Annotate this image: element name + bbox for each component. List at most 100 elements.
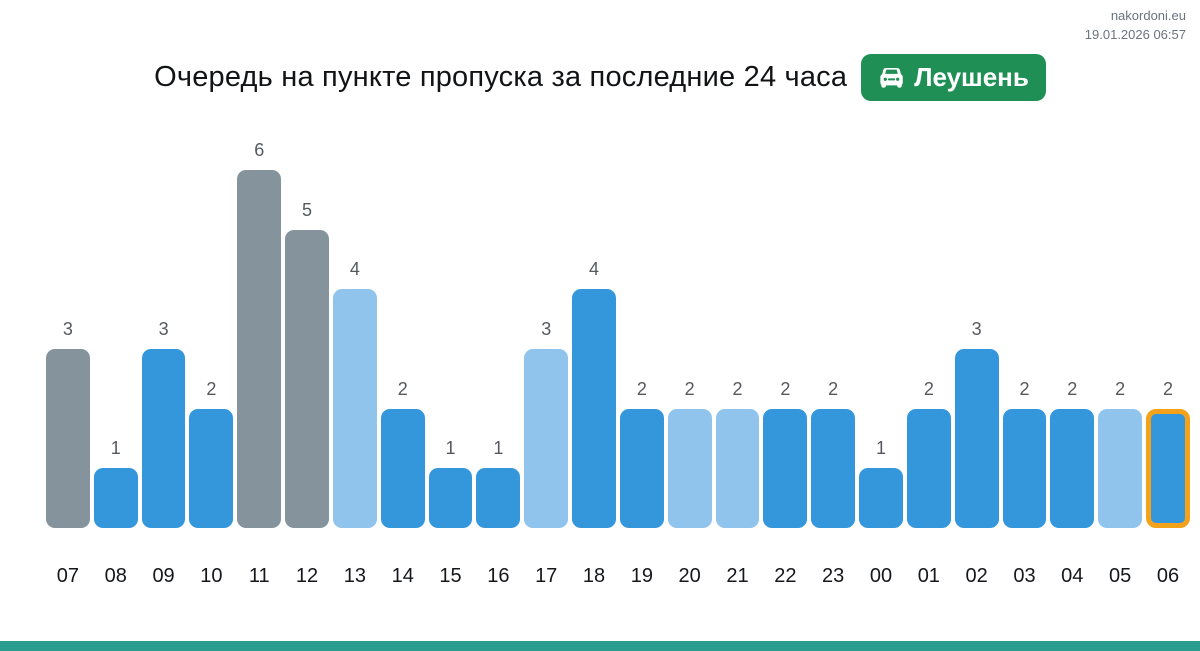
- bar[interactable]: [476, 468, 521, 528]
- bar-column: 2: [1002, 378, 1047, 528]
- hour-label: 12: [295, 565, 319, 587]
- header: Очередь на пункте пропуска за последние …: [0, 54, 1200, 101]
- bar-column: 1: [476, 438, 521, 528]
- bar-column: 6: [237, 139, 282, 528]
- bar[interactable]: [189, 408, 234, 528]
- hour-label: 11: [248, 565, 270, 587]
- bar-value-label: 3: [158, 318, 169, 339]
- bar[interactable]: [237, 169, 282, 528]
- bar[interactable]: [141, 348, 186, 528]
- bar[interactable]: [715, 408, 760, 528]
- bar-column: 1: [859, 439, 903, 528]
- bar-column: 2: [380, 378, 425, 528]
- hour-label: 13: [343, 565, 366, 587]
- hour-label: 04: [1061, 565, 1084, 587]
- bar[interactable]: [428, 468, 473, 528]
- bar-column: 2: [906, 378, 951, 528]
- hour-label: 09: [152, 565, 175, 587]
- bar-column: 1: [428, 438, 473, 528]
- bar[interactable]: [572, 289, 616, 528]
- bar-value-label: 2: [780, 378, 791, 399]
- bar-value-label: 3: [62, 318, 73, 339]
- bar-value-label: 2: [636, 378, 647, 399]
- bar-value-label: 2: [1115, 378, 1126, 399]
- bar-column: 4: [572, 260, 616, 528]
- bar[interactable]: [763, 408, 808, 528]
- bar-column: 2: [763, 378, 808, 528]
- footer-bar: [0, 641, 1200, 651]
- hour-label: 05: [1109, 565, 1132, 587]
- bar-value-label: 1: [110, 438, 121, 459]
- hour-label: 22: [774, 565, 797, 587]
- bar[interactable]: [1050, 408, 1095, 528]
- hour-label: 08: [104, 565, 127, 587]
- bar-value-label: 4: [349, 259, 360, 280]
- bar-value-label: 2: [397, 378, 408, 399]
- hour-label: 15: [439, 565, 462, 587]
- bar[interactable]: [1002, 408, 1047, 528]
- bar-value-label: 1: [445, 438, 456, 459]
- bar-column: 3: [46, 320, 90, 528]
- hour-label: 10: [200, 565, 223, 587]
- bar-value-label: 2: [923, 378, 934, 399]
- bar-column: 4: [332, 259, 377, 528]
- bar[interactable]: [332, 289, 377, 528]
- bar[interactable]: [859, 468, 903, 528]
- bar[interactable]: [811, 408, 856, 528]
- bar-column: 2: [1050, 378, 1095, 528]
- hour-label: 07: [56, 565, 80, 587]
- bar-column: 2: [619, 378, 664, 528]
- bar-value-label: 2: [828, 378, 839, 399]
- hour-label: 21: [726, 565, 749, 587]
- x-axis-labels: 07 08 09 10 11 12 13 14 15 16 17 18 19 20 21 22 23 00 01 02…: [46, 566, 1190, 586]
- bar-column: 2: [811, 378, 856, 528]
- bar-value-label: 2: [1019, 378, 1030, 399]
- bar-value-label: 2: [206, 378, 217, 399]
- hour-label: 01: [917, 565, 940, 587]
- bar[interactable]: [667, 408, 712, 528]
- bar-value-label: 5: [302, 199, 313, 220]
- page-title: Очередь на пункте пропуска за последние …: [154, 61, 848, 93]
- bar-value-label: 2: [684, 378, 695, 399]
- bar[interactable]: [46, 348, 90, 528]
- hour-label: 06: [1156, 565, 1180, 587]
- bar[interactable]: [285, 229, 329, 528]
- bar-column: 3: [954, 318, 999, 528]
- hour-label: 20: [678, 565, 701, 587]
- hour-label: 18: [582, 565, 606, 587]
- checkpoint-badge-label: Леушень: [914, 62, 1029, 92]
- bar-value-label: 2: [1067, 378, 1078, 399]
- hour-label: 02: [965, 565, 988, 587]
- hour-label: 17: [535, 565, 558, 587]
- bar[interactable]: [93, 468, 138, 528]
- hour-label: 19: [630, 565, 653, 587]
- bar[interactable]: [906, 408, 951, 528]
- page-meta: nakordoni.eu 19.01.2026 06:57: [1085, 7, 1186, 45]
- bar-value-label: 2: [1162, 378, 1173, 399]
- bar[interactable]: [380, 408, 425, 528]
- bar-value-label: 3: [971, 318, 982, 339]
- bar-value-label: 1: [493, 438, 504, 459]
- hour-label: 03: [1013, 565, 1036, 587]
- bar-column: 1: [93, 438, 138, 528]
- bar-column: 2: [667, 378, 712, 528]
- bar-column: 2: [715, 378, 760, 528]
- bar-value-label: 6: [254, 139, 265, 160]
- hour-label: 14: [391, 565, 414, 587]
- bar-column: 2: [1098, 378, 1143, 528]
- bar[interactable]: [524, 348, 569, 528]
- bar-current-hour[interactable]: [1146, 408, 1190, 528]
- timestamp: 19.01.2026 06:57: [1084, 26, 1186, 42]
- bar-value-label: 3: [541, 318, 552, 339]
- bar-value-label: 4: [589, 259, 600, 280]
- hour-label: 23: [822, 565, 845, 587]
- hour-label: 00: [869, 565, 893, 587]
- bar-column: 5: [285, 199, 329, 528]
- bar[interactable]: [619, 408, 664, 528]
- bar[interactable]: [1098, 408, 1143, 528]
- site-link[interactable]: nakordoni.eu: [1110, 8, 1186, 23]
- checkpoint-badge-button[interactable]: Леушень: [861, 54, 1046, 101]
- bar[interactable]: [954, 348, 999, 528]
- bar-column: 3: [524, 318, 569, 528]
- bar-value-label: 2: [732, 378, 743, 399]
